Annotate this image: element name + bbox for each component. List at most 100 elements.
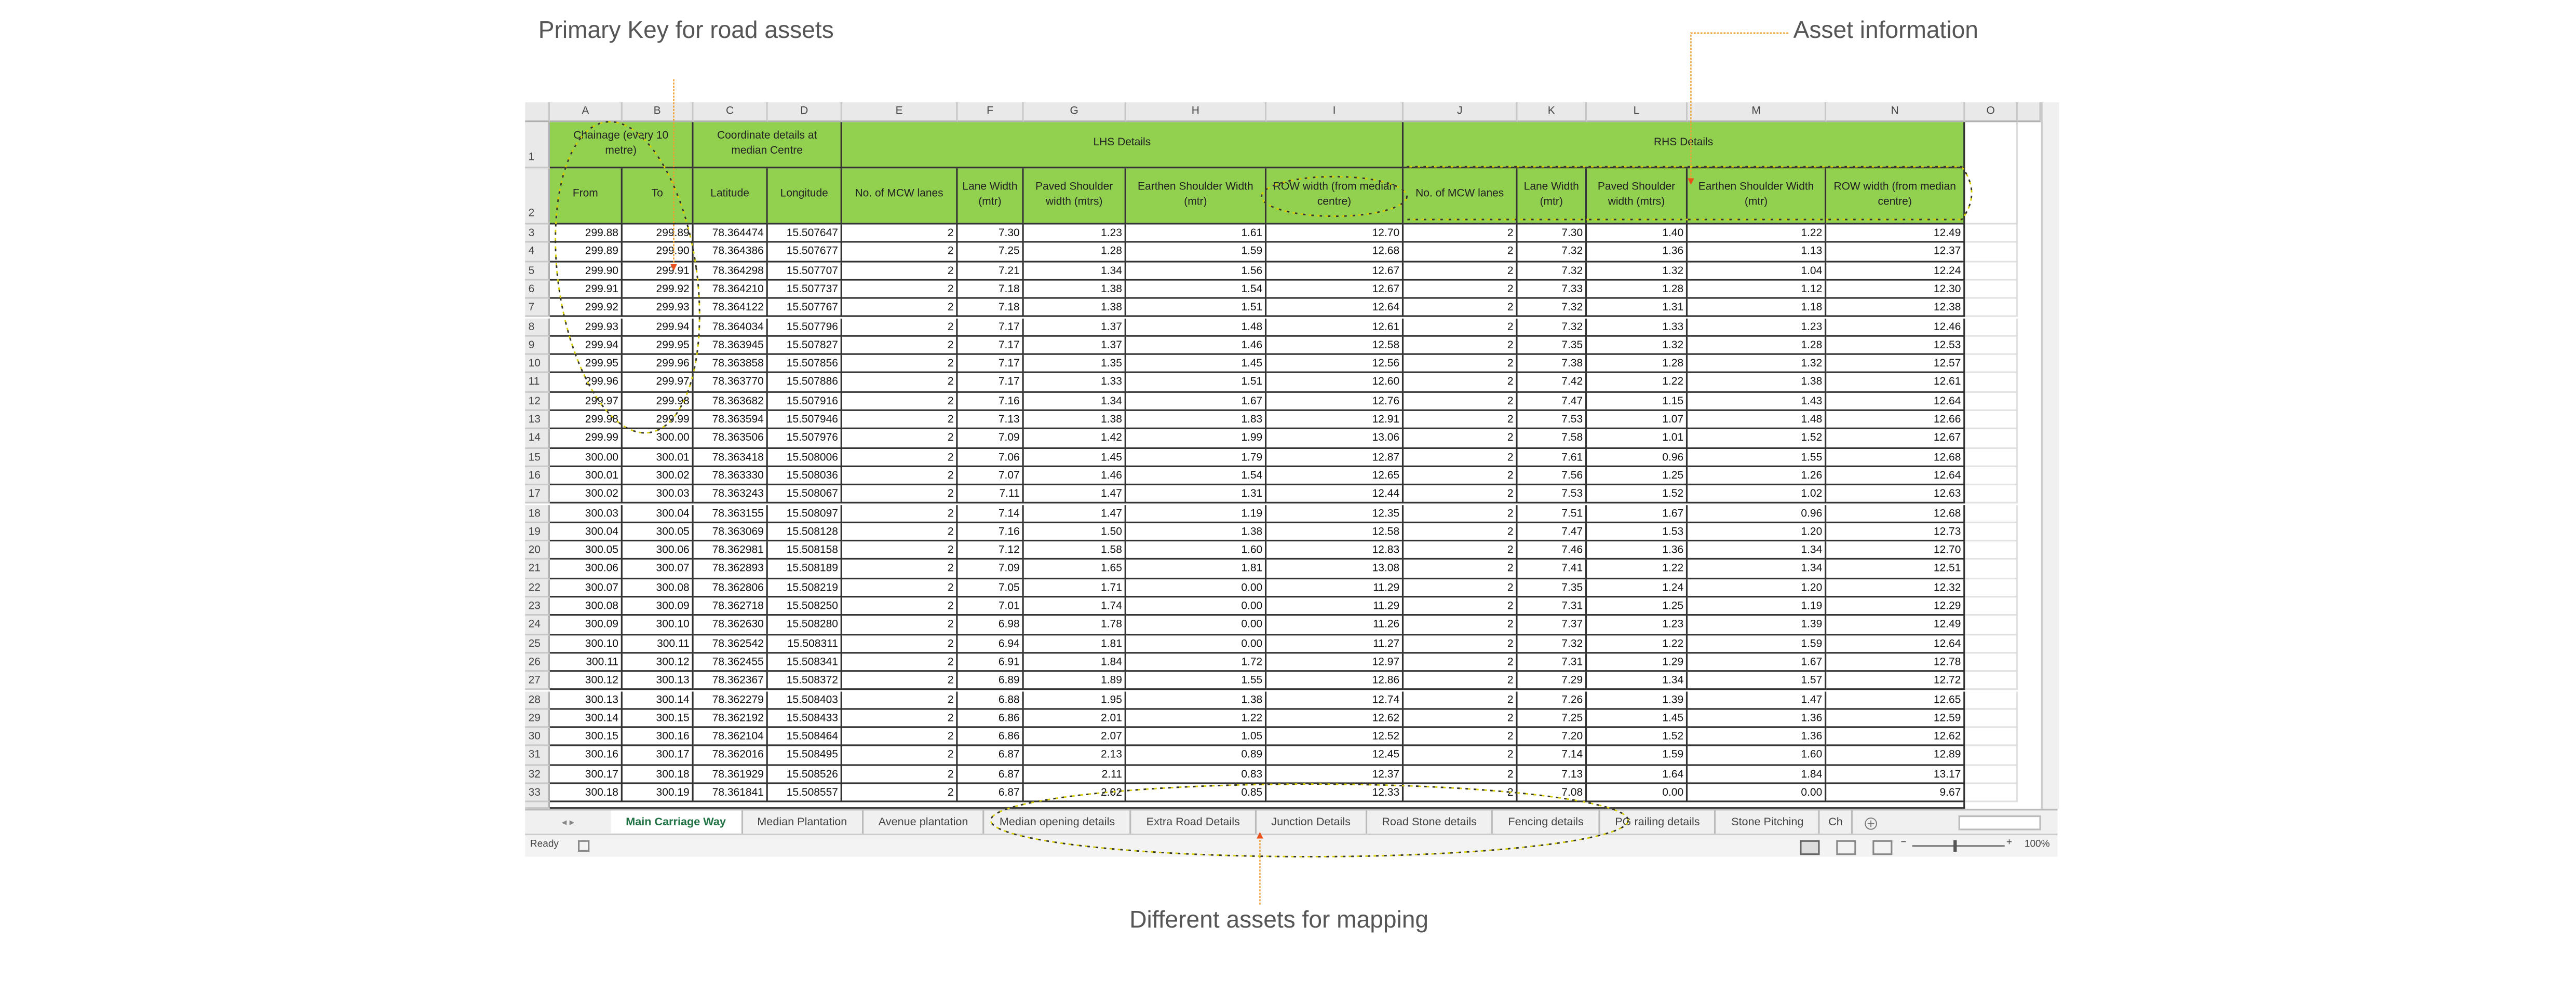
vertical-scrollbar[interactable]	[2041, 102, 2059, 809]
data-cell: 7.01	[957, 597, 1024, 617]
data-cell: 2	[842, 597, 958, 617]
data-cell: 1.31	[1126, 485, 1267, 505]
zoom-thumb[interactable]	[1953, 840, 1956, 852]
status-text: Ready	[530, 840, 559, 850]
sheet-tab[interactable]: PG railing details	[1600, 810, 1717, 836]
data-cell: 2	[842, 299, 958, 318]
page-break-view[interactable]	[1872, 840, 1893, 855]
data-cell: 12.74	[1266, 690, 1404, 710]
data-cell: 300.13	[622, 672, 694, 691]
data-cell: 2	[1404, 653, 1518, 672]
data-cell: 1.79	[1126, 448, 1267, 467]
data-cell: 2	[842, 765, 958, 784]
page-layout-view[interactable]	[1836, 840, 1856, 855]
annotation: Asset information	[1793, 18, 1978, 45]
data-cell: 300.16	[549, 746, 623, 766]
data-cell: 12.44	[1266, 485, 1404, 505]
horizontal-scrollbar[interactable]	[1958, 815, 2041, 830]
row-number: 5	[525, 262, 550, 281]
zoom-out[interactable]: −	[1900, 838, 1907, 849]
sheet-tab[interactable]: Ch	[1820, 810, 1853, 836]
row-number: 15	[525, 448, 550, 467]
data-cell: 299.92	[622, 280, 694, 299]
data-cell: 78.363682	[693, 392, 768, 411]
column-letter: E	[842, 102, 958, 122]
data-cell: 7.17	[957, 336, 1024, 356]
data-cell: 1.04	[1688, 262, 1827, 281]
sheet-tab[interactable]: Junction Details	[1257, 810, 1367, 836]
data-cell: 1.37	[1023, 318, 1126, 337]
data-cell: 299.91	[622, 262, 694, 281]
row-number: 7	[525, 299, 550, 318]
data-cell: 7.14	[957, 504, 1024, 523]
data-cell: 1.19	[1688, 597, 1827, 617]
empty-cell	[1965, 262, 2018, 281]
data-cell: 2	[1404, 262, 1518, 281]
sheet-tab[interactable]: Median opening details	[984, 810, 1132, 836]
sheet-tab[interactable]: Stone Pitching	[1716, 810, 1820, 836]
data-cell: 0.85	[1126, 784, 1267, 803]
data-cell: 6.88	[957, 690, 1024, 710]
tab-nav[interactable]: ◂ ▸	[561, 819, 575, 829]
sheet-tab[interactable]: Extra Road Details	[1131, 810, 1257, 836]
data-cell: 12.61	[1266, 318, 1404, 337]
column-header-blank	[2018, 102, 2041, 122]
data-cell: 78.364474	[693, 224, 768, 243]
sheet-tab[interactable]: Fencing details	[1493, 810, 1600, 836]
zoom-in[interactable]: +	[2006, 838, 2013, 849]
data-cell: 78.364122	[693, 299, 768, 318]
data-cell: 2	[842, 280, 958, 299]
data-cell: 300.15	[622, 709, 694, 728]
data-cell: 1.20	[1688, 523, 1827, 542]
sheet-tab[interactable]: Avenue plantation	[864, 810, 985, 836]
data-cell: 2	[1404, 746, 1518, 766]
data-cell: 78.362630	[693, 616, 768, 635]
data-cell: 300.07	[622, 560, 694, 579]
data-cell: 2	[842, 523, 958, 542]
data-cell: 2	[842, 504, 958, 523]
data-cell: 0.96	[1587, 448, 1688, 467]
macro-icon[interactable]	[578, 839, 590, 851]
data-cell: 78.362455	[693, 653, 768, 672]
data-cell: 12.58	[1266, 523, 1404, 542]
data-cell: 15.508036	[767, 467, 842, 486]
data-cell: 12.61	[1826, 373, 1965, 392]
data-cell: 1.22	[1126, 709, 1267, 728]
empty-cell	[1965, 765, 2018, 784]
data-cell: 7.31	[1517, 597, 1587, 617]
data-cell: 1.24	[1587, 579, 1688, 598]
data-cell: 1.28	[1587, 280, 1688, 299]
data-cell: 2	[1404, 672, 1518, 691]
normal-view[interactable]	[1800, 840, 1820, 855]
data-cell: 7.53	[1517, 411, 1587, 430]
data-cell: 299.94	[622, 318, 694, 337]
data-cell: 300.04	[549, 523, 623, 542]
data-cell: 11.29	[1266, 579, 1404, 598]
column-letter: H	[1126, 102, 1267, 122]
row-number: 29	[525, 709, 550, 728]
empty-cell	[1965, 448, 2018, 467]
data-cell: 1.32	[1587, 336, 1688, 356]
data-cell: 12.68	[1826, 504, 1965, 523]
sheet-tab[interactable]: Road Stone details	[1367, 810, 1493, 836]
row-number: 8	[525, 318, 550, 337]
data-cell: 15.507886	[767, 373, 842, 392]
data-cell: 12.64	[1266, 299, 1404, 318]
header-group: Chainage (every 10 metre)	[549, 122, 694, 169]
add-sheet[interactable]	[1853, 810, 1889, 835]
sheet-tab[interactable]: Main Carriage Way	[611, 810, 743, 836]
data-cell: 300.10	[549, 635, 623, 653]
data-cell: 11.27	[1266, 635, 1404, 653]
zoom-slider[interactable]	[1912, 845, 2005, 847]
data-cell: 7.47	[1517, 392, 1587, 411]
data-cell: 12.64	[1826, 635, 1965, 653]
data-cell: 2	[842, 616, 958, 635]
sheet-tab[interactable]: Median Plantation	[743, 810, 864, 836]
data-cell: 1.81	[1126, 560, 1267, 579]
column-header: Earthen Shoulder Width (mtr)	[1688, 168, 1827, 225]
data-cell: 15.508372	[767, 672, 842, 691]
data-cell: 2	[842, 262, 958, 281]
empty-cell	[1965, 523, 2018, 542]
data-cell: 2	[842, 429, 958, 448]
data-cell: 2	[842, 541, 958, 561]
